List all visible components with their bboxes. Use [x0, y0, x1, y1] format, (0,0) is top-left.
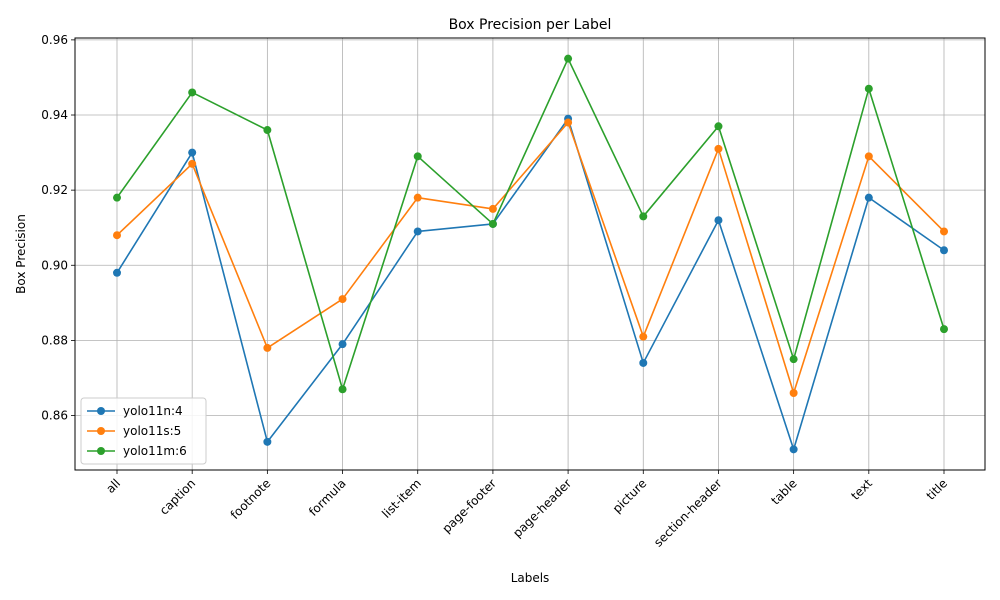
data-point — [263, 437, 272, 446]
x-axis-title: Labels — [511, 571, 550, 585]
legend-swatch-marker — [97, 427, 105, 435]
data-point — [113, 268, 121, 277]
data-point — [338, 295, 347, 304]
data-point — [789, 388, 798, 397]
data-point — [113, 193, 121, 202]
series-line — [116, 57, 945, 391]
data-point — [413, 193, 422, 202]
data-point — [564, 54, 573, 63]
y-tick-label: 0.92 — [41, 183, 68, 197]
data-point — [639, 212, 648, 221]
data-point — [113, 231, 121, 240]
legend-label: yolo11s:5 — [123, 424, 181, 438]
data-point — [714, 122, 723, 131]
legend: yolo11n:4 yolo11s:5 yolo11m:6 — [80, 397, 207, 465]
y-tick-label: 0.94 — [41, 108, 68, 122]
series-layer — [113, 54, 948, 454]
data-point — [564, 118, 573, 127]
data-point — [940, 227, 948, 236]
legend-swatch-marker — [97, 447, 105, 455]
data-point — [639, 332, 648, 341]
data-point — [263, 343, 272, 352]
legend-label: yolo11m:6 — [123, 444, 187, 458]
y-axis: 0.86 0.88 0.90 0.92 0.94 0.96 — [41, 33, 75, 423]
chart-title: Box Precision per Label — [449, 17, 612, 33]
data-point — [488, 204, 497, 213]
data-point — [940, 246, 948, 255]
data-point — [338, 385, 347, 394]
data-point — [188, 88, 197, 97]
series-line — [116, 117, 945, 451]
data-point — [940, 325, 948, 334]
data-point — [864, 193, 873, 202]
data-point — [864, 152, 873, 161]
legend-swatch-marker — [97, 407, 105, 415]
grid-layer — [75, 38, 985, 470]
legend-box — [80, 397, 207, 465]
data-point — [864, 84, 873, 93]
data-point — [639, 358, 648, 367]
data-point — [188, 148, 197, 157]
y-tick-label: 0.88 — [41, 333, 68, 347]
data-point — [714, 144, 723, 153]
data-point — [789, 445, 798, 454]
plot-frame — [74, 37, 986, 471]
y-tick-label: 0.90 — [41, 258, 68, 272]
data-point — [789, 355, 798, 364]
y-tick-label: 0.86 — [41, 409, 68, 423]
data-point — [263, 126, 272, 135]
data-point — [188, 159, 197, 168]
data-point — [488, 219, 497, 228]
legend-label: yolo11n:4 — [123, 404, 183, 418]
data-point — [714, 216, 723, 225]
series-line — [116, 121, 945, 394]
y-tick-label: 0.96 — [41, 33, 68, 47]
y-axis-title: Box Precision — [14, 214, 28, 294]
data-point — [413, 227, 422, 236]
data-point — [413, 152, 422, 161]
data-point — [338, 340, 347, 349]
